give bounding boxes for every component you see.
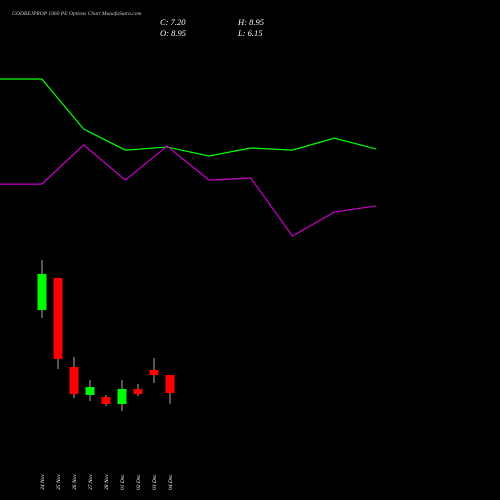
candle-body [69,366,79,395]
x-tick-label: 28 Nov [104,474,110,490]
x-tick-label: 01 Dec [120,474,126,490]
candle-body [37,273,47,310]
x-tick-label: 26 Nov [72,474,78,490]
candle-body [85,387,95,395]
candle-body [165,374,175,393]
x-tick-label: 24 Nov [39,474,46,490]
candle-body [117,388,127,405]
candle-body [53,278,63,359]
x-tick-label: 27 Nov [88,474,94,490]
close-label: C: 7.20 [160,17,186,27]
x-tick-label: 03 Dec [152,474,158,490]
x-tick-label: 02 Dec [136,474,142,490]
low-label: L: 6.15 [237,28,263,38]
x-tick-label: 25 Nov [56,474,62,490]
indicator-line [0,144,377,237]
candle-body [101,397,111,405]
open-label: O: 8.95 [160,28,186,38]
chart-title: GODREJPROP 1960 PE Options Chart MunafaS… [12,10,141,17]
high-label: H: 8.95 [237,17,264,27]
candle-body [133,388,143,395]
candle-body [149,369,159,375]
x-tick-label: 04 Dec [167,474,174,490]
indicator-line [0,78,377,157]
